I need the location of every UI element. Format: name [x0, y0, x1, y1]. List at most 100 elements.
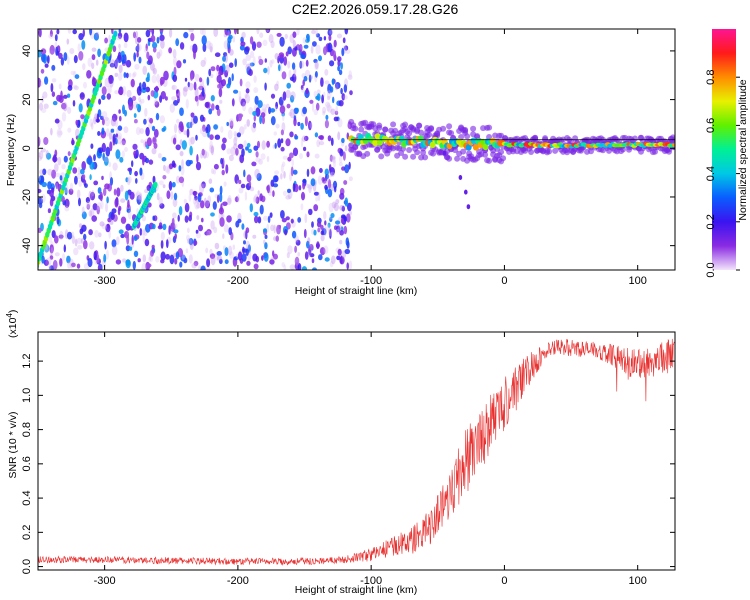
noise-speckle — [123, 42, 128, 49]
noise-speckle — [252, 253, 258, 262]
noise-speckle — [246, 142, 251, 148]
noise-speckle — [139, 193, 143, 201]
noise-speckle — [64, 205, 70, 212]
noise-speckle — [148, 122, 153, 129]
noise-speckle — [287, 188, 291, 193]
noise-speckle — [114, 72, 119, 77]
noise-speckle — [38, 152, 41, 157]
noise-speckle — [302, 106, 307, 115]
noise-speckle — [208, 178, 213, 184]
noise-speckle — [170, 191, 174, 200]
noise-speckle — [105, 116, 109, 122]
noise-speckle — [347, 202, 352, 212]
noise-speckle — [266, 223, 270, 233]
noise-speckle — [210, 255, 216, 266]
noise-speckle — [343, 180, 348, 185]
noise-speckle — [229, 251, 234, 259]
noise-speckle — [151, 147, 157, 155]
noise-speckle — [125, 59, 132, 68]
noise-speckle — [188, 29, 194, 33]
noise-speckle — [183, 257, 188, 264]
noise-speckle — [324, 80, 330, 85]
noise-speckle — [308, 120, 312, 131]
noise-speckle — [66, 255, 71, 264]
noise-speckle — [301, 87, 305, 93]
noise-speckle — [309, 253, 315, 258]
noise-speckle — [57, 130, 63, 136]
noise-speckle — [52, 259, 58, 270]
noise-speckle — [115, 259, 122, 265]
noise-speckle — [231, 98, 235, 107]
noise-speckle — [73, 85, 79, 91]
noise-speckle — [193, 240, 198, 246]
noise-speckle — [171, 84, 177, 90]
noise-speckle — [251, 41, 257, 51]
noise-speckle — [243, 140, 247, 148]
noise-speckle — [261, 116, 265, 125]
noise-speckle — [213, 163, 219, 170]
colorbar-tick-label: 0.4 — [705, 166, 717, 181]
noise-speckle — [322, 106, 327, 114]
noise-speckle — [110, 59, 116, 68]
noise-speckle — [126, 208, 131, 213]
signal-halo — [390, 121, 397, 128]
noise-speckle — [180, 166, 185, 176]
noise-speckle — [76, 237, 82, 244]
noise-speckle — [54, 252, 60, 257]
noise-speckle — [323, 211, 327, 220]
noise-speckle — [215, 104, 220, 111]
noise-speckle — [160, 251, 166, 261]
noise-speckle — [212, 201, 217, 210]
signal-halo — [446, 155, 453, 162]
noise-speckle — [98, 98, 102, 105]
noise-speckle — [227, 129, 233, 140]
noise-speckle — [266, 184, 270, 194]
noise-speckle — [142, 233, 145, 243]
noise-speckle — [329, 156, 335, 163]
noise-speckle — [202, 124, 206, 132]
noise-speckle — [289, 76, 295, 82]
noise-speckle — [316, 93, 321, 101]
noise-speckle — [40, 68, 45, 74]
noise-speckle — [41, 194, 46, 203]
noise-speckle — [79, 223, 83, 229]
noise-speckle — [118, 29, 122, 33]
noise-speckle — [299, 60, 303, 69]
noise-speckle — [120, 233, 125, 239]
noise-speckle — [224, 53, 228, 63]
noise-speckle — [61, 112, 67, 122]
noise-speckle — [59, 258, 63, 267]
noise-speckle — [66, 38, 70, 45]
noise-speckle — [79, 92, 85, 100]
signal-mark — [398, 135, 405, 142]
noise-speckle — [61, 102, 67, 110]
noise-speckle — [338, 162, 343, 167]
noise-speckle — [152, 136, 157, 145]
noise-speckle — [54, 163, 59, 173]
noise-speckle — [166, 190, 171, 200]
noise-speckle — [337, 248, 342, 256]
noise-speckle — [228, 62, 234, 68]
noise-speckle — [270, 116, 276, 126]
noise-speckle — [171, 85, 175, 91]
signal-halo — [418, 129, 425, 136]
noise-speckle — [172, 137, 177, 145]
noise-speckle — [38, 102, 44, 111]
noise-speckle — [38, 150, 44, 160]
noise-speckle — [55, 172, 61, 177]
noise-speckle — [197, 193, 202, 203]
noise-speckle — [109, 220, 114, 225]
noise-speckle — [344, 197, 349, 207]
noise-speckle — [97, 48, 101, 58]
noise-speckle — [205, 151, 209, 159]
noise-speckle — [63, 155, 68, 163]
noise-speckle — [257, 216, 262, 224]
noise-speckle — [152, 42, 158, 49]
noise-speckle — [190, 136, 195, 145]
noise-speckle — [67, 106, 72, 115]
noise-speckle — [136, 86, 142, 96]
noise-speckle — [308, 74, 312, 83]
noise-speckle — [239, 78, 243, 87]
noise-speckle — [210, 73, 214, 78]
noise-speckle — [268, 106, 272, 115]
